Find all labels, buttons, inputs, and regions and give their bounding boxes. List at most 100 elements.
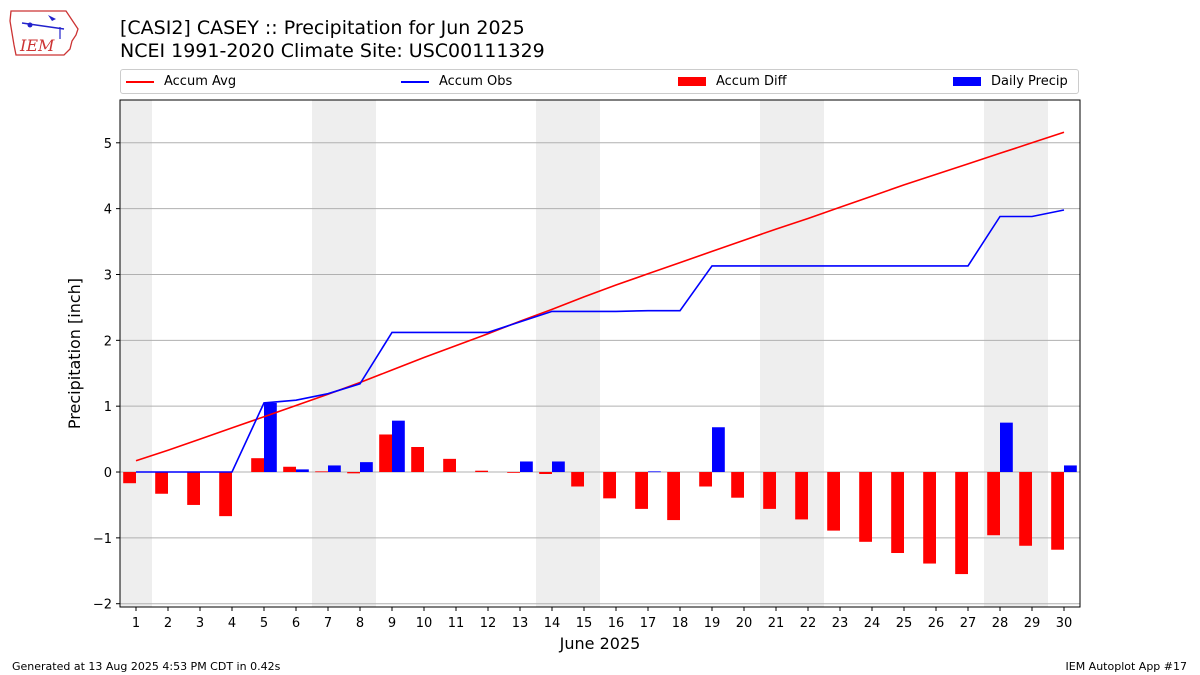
chart-title: [CASI2] CASEY :: Precipitation for Jun 2… (120, 17, 525, 39)
x-tick-label: 28 (992, 616, 1009, 631)
chart-subtitle: NCEI 1991-2020 Climate Site: USC00111329 (120, 40, 545, 62)
legend-label-accum-avg: Accum Avg (164, 74, 237, 89)
x-tick-label: 22 (800, 616, 817, 631)
weekend-band-1 (120, 100, 152, 607)
daily-precip-bar-17 (648, 471, 661, 473)
y-tick-label: −1 (93, 532, 112, 547)
daily-precip-bar-6 (296, 469, 309, 473)
accum-diff-bar-8 (347, 472, 360, 474)
x-tick-label: 2 (164, 616, 172, 631)
daily-precip-bar-30 (1064, 465, 1077, 473)
accum-diff-bar-5 (251, 458, 264, 473)
legend-label-accum-obs: Accum Obs (439, 74, 513, 89)
accum-diff-bar-4 (219, 472, 232, 517)
legend-item-accum-avg: Accum Avg (126, 70, 236, 93)
x-axis-label: June 2025 (559, 634, 641, 653)
accum-diff-bar-24 (859, 472, 872, 542)
daily-precip-bar-14 (552, 461, 565, 473)
accum-diff-bar-22 (795, 472, 808, 520)
accum-diff-bar-19 (699, 472, 712, 487)
daily-precip-bar-8 (360, 462, 373, 473)
x-tick-label: 1 (132, 616, 140, 631)
iem-logo: IEM (8, 5, 80, 59)
legend-item-daily-precip: Daily Precip (953, 70, 1068, 93)
y-axis-ticks: −2 −1 0 1 2 3 4 5 (93, 137, 120, 613)
lines (135, 131, 1065, 473)
accum-diff-bar-13 (507, 472, 520, 473)
logo-text: IEM (19, 36, 55, 55)
y-tick-label: 0 (104, 466, 112, 481)
accum-diff-bar-30 (1051, 472, 1064, 550)
daily-precip-bar-13 (520, 461, 533, 473)
bars (123, 402, 1077, 575)
accum-diff-bar-29 (1019, 472, 1032, 546)
accum-diff-bar-27 (955, 472, 968, 575)
x-tick-label: 24 (864, 616, 881, 631)
legend-item-accum-obs: Accum Obs (401, 70, 512, 93)
daily-precip-bar-5 (264, 402, 277, 473)
x-tick-label: 5 (260, 616, 268, 631)
legend-label-daily-precip: Daily Precip (991, 74, 1068, 89)
accum-diff-bar-1 (123, 472, 136, 484)
accum-diff-bar-21 (763, 472, 776, 509)
x-tick-label: 15 (576, 616, 593, 631)
x-tick-label: 26 (928, 616, 945, 631)
legend-swatch-accum-obs (401, 80, 429, 83)
weekend-shading (120, 100, 1048, 607)
accum-diff-bar-7 (315, 471, 328, 473)
gridlines (120, 142, 1080, 605)
y-axis-label: Precipitation [inch] (65, 278, 84, 429)
legend-label-accum-diff: Accum Diff (716, 74, 787, 89)
weekend-band-2 (312, 100, 376, 607)
accum-diff-bar-3 (187, 472, 200, 505)
x-tick-label: 17 (640, 616, 657, 631)
accum-diff-bar-12 (475, 470, 488, 473)
accum-obs-line (136, 209, 1065, 473)
weekend-band-3 (536, 100, 600, 607)
chart-legend: Accum Avg Accum Obs Accum Diff Daily Pre… (120, 69, 1079, 94)
x-tick-label: 21 (768, 616, 785, 631)
x-tick-label: 16 (608, 616, 625, 631)
daily-precip-bar-9 (392, 420, 405, 473)
x-tick-label: 27 (960, 616, 977, 631)
daily-precip-bar-19 (712, 427, 725, 473)
y-tick-label: 3 (104, 268, 112, 283)
x-tick-label: 30 (1056, 616, 1073, 631)
x-tick-label: 12 (480, 616, 497, 631)
y-tick-label: 2 (104, 334, 112, 349)
daily-precip-bar-28 (1000, 422, 1013, 473)
y-tick-label: −2 (93, 598, 112, 613)
x-tick-label: 13 (512, 616, 529, 631)
generated-timestamp: Generated at 13 Aug 2025 4:53 PM CDT in … (12, 660, 281, 673)
y-tick-label: 1 (104, 400, 112, 415)
accum-diff-bar-2 (155, 472, 168, 494)
x-tick-label: 29 (1024, 616, 1041, 631)
accum-diff-bar-15 (571, 472, 584, 487)
accum-diff-bar-10 (411, 446, 424, 473)
x-tick-label: 20 (736, 616, 753, 631)
x-tick-label: 4 (228, 616, 236, 631)
daily-precip-bar-7 (328, 465, 341, 473)
legend-swatch-accum-avg (126, 80, 154, 83)
weekend-band-4 (760, 100, 824, 607)
x-tick-label: 25 (896, 616, 913, 631)
accum-diff-bar-17 (635, 472, 648, 509)
accum-diff-bar-6 (283, 466, 296, 473)
accum-diff-bar-25 (891, 472, 904, 554)
accum-avg-line (135, 131, 1065, 462)
app-label: IEM Autoplot App #17 (1065, 660, 1188, 673)
accum-diff-bar-14 (539, 472, 552, 474)
accum-diff-bar-11 (443, 458, 456, 473)
iowa-map-icon: IEM (9, 10, 79, 56)
y-tick-label: 4 (104, 203, 112, 218)
x-tick-label: 10 (416, 616, 433, 631)
accum-diff-bar-9 (379, 434, 392, 473)
accum-diff-bar-28 (987, 472, 1000, 536)
x-tick-label: 7 (324, 616, 332, 631)
x-tick-label: 14 (544, 616, 561, 631)
y-tick-label: 5 (104, 137, 112, 152)
legend-swatch-accum-diff (678, 77, 706, 86)
accum-diff-bar-16 (603, 472, 616, 499)
legend-swatch-daily-precip (953, 77, 981, 86)
